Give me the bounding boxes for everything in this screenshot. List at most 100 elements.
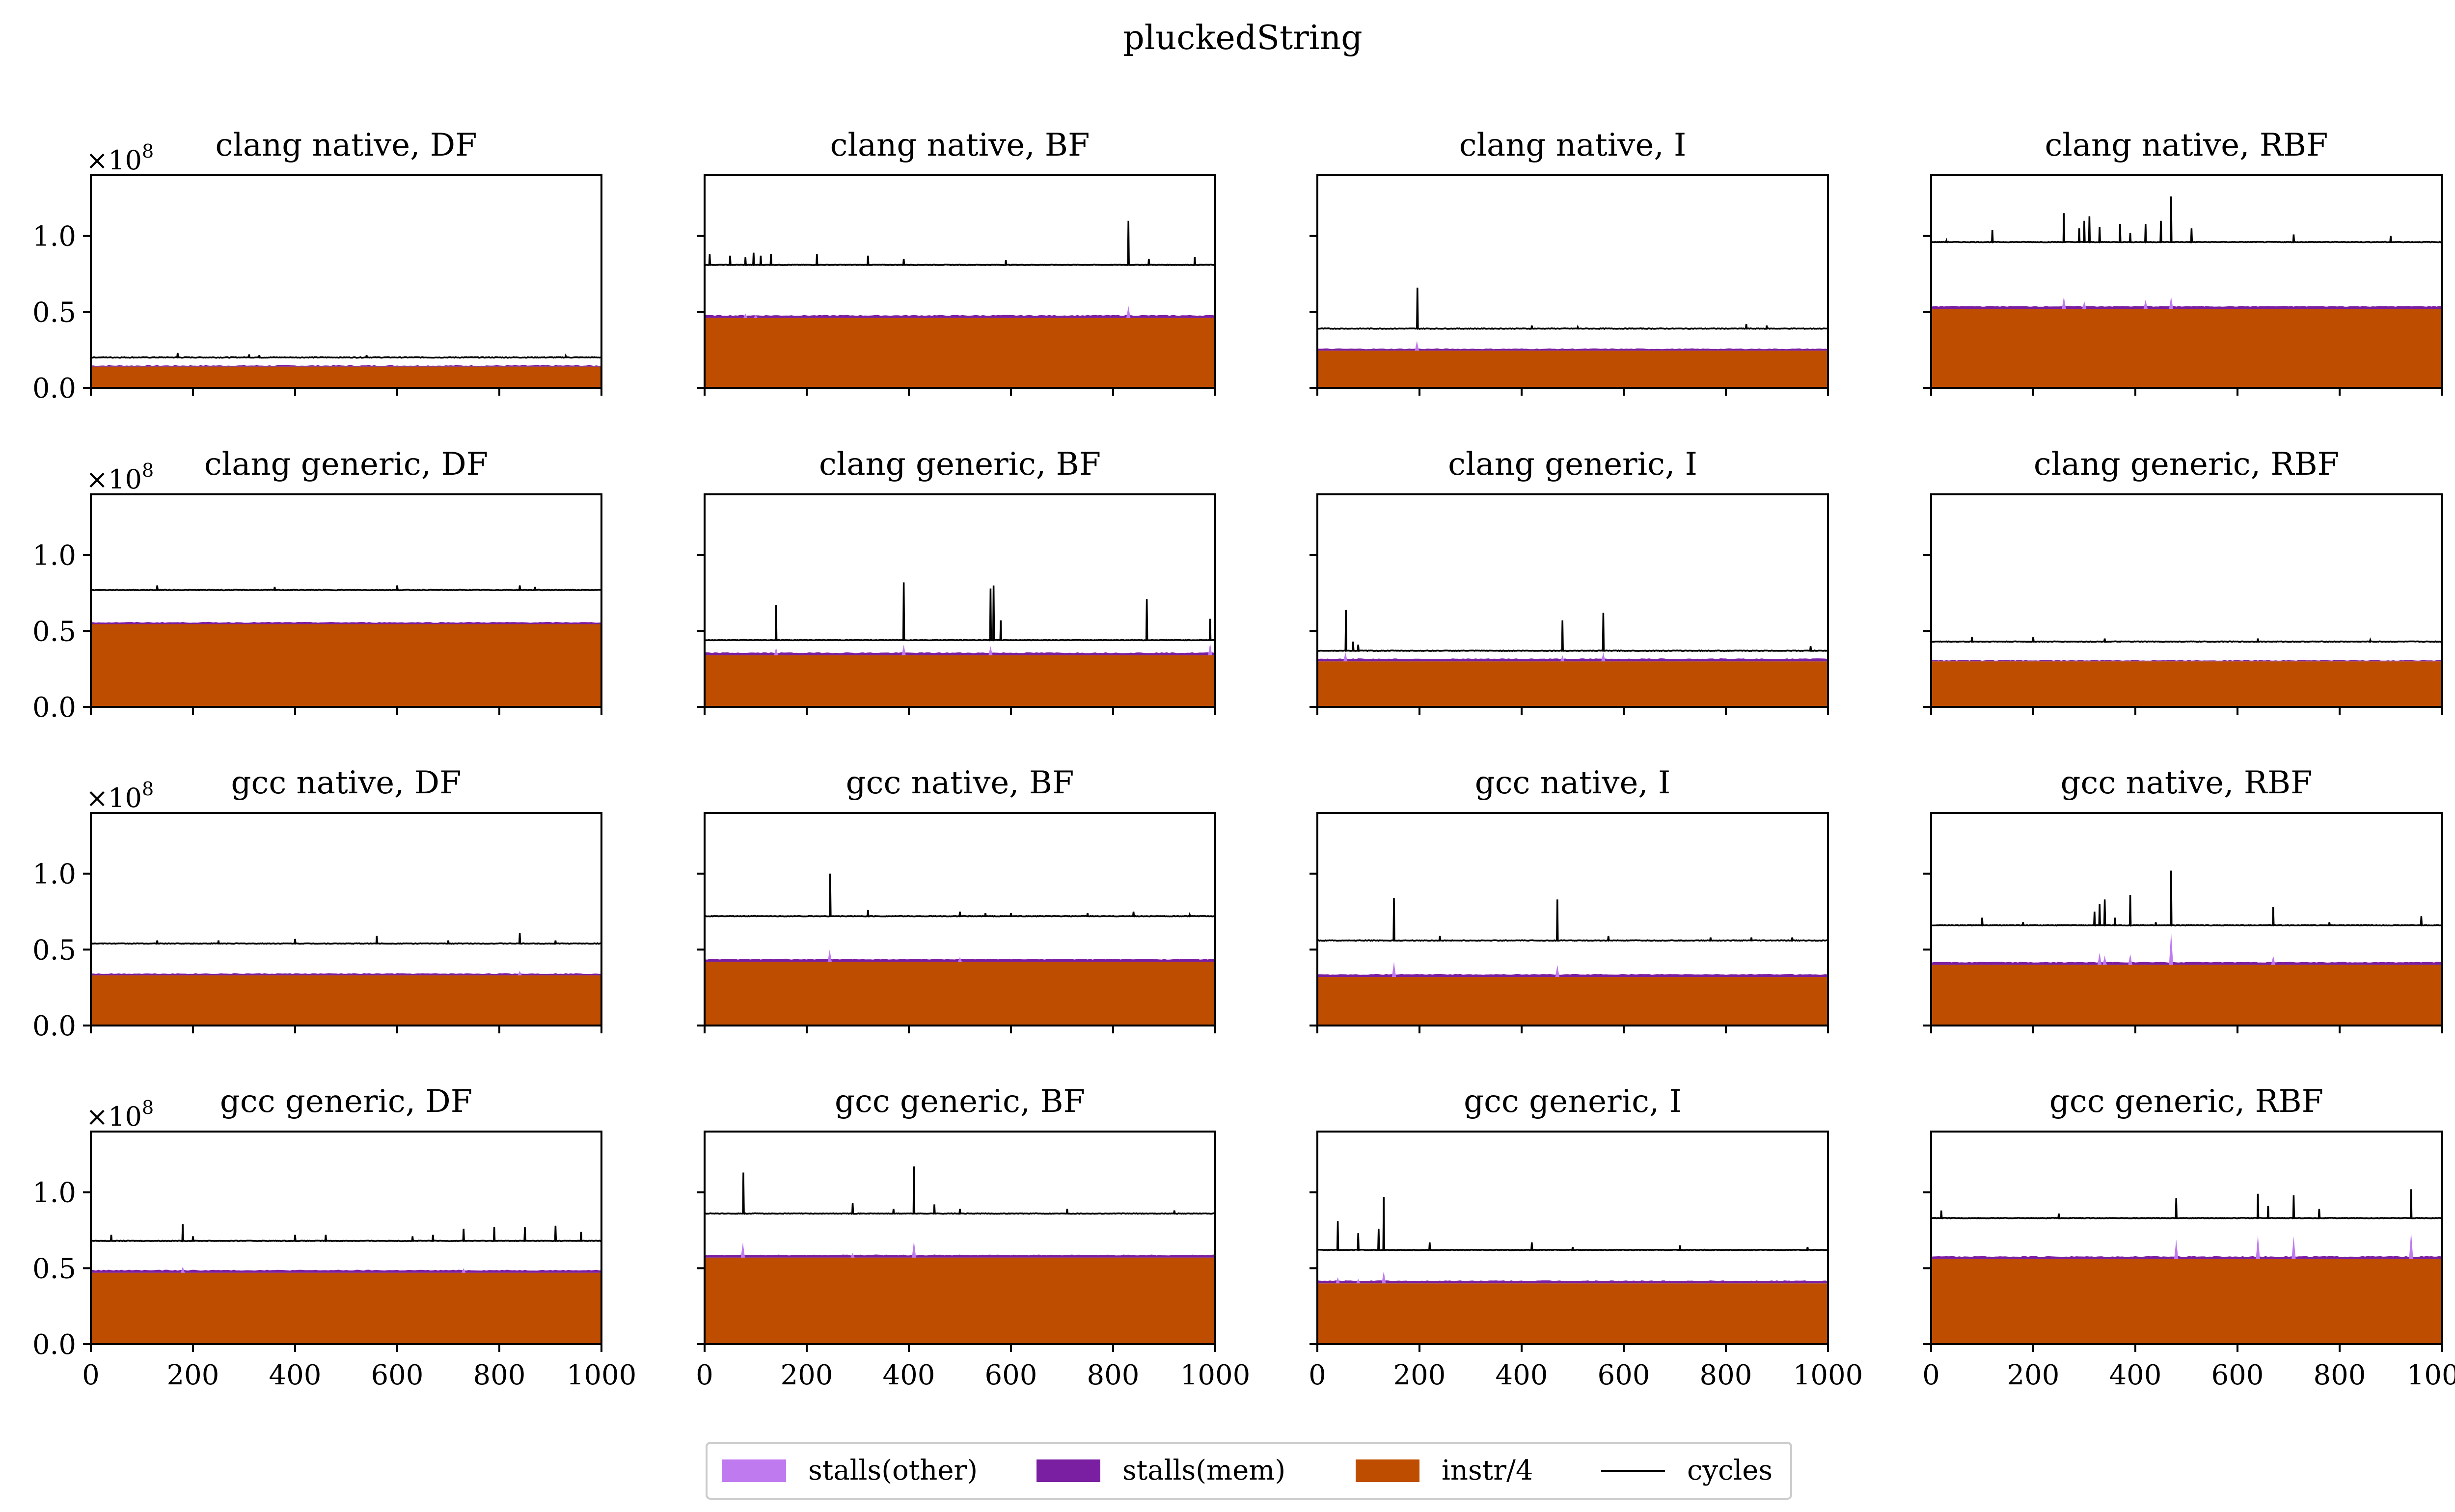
cycles-line [1931,196,2442,244]
x-tick-label: 1000 [567,1359,637,1391]
axes-frame [1930,812,2443,1026]
x-tick-label: 800 [2314,1359,2366,1391]
subplot: clang native, DF 0.0 0.5 1.0 ×108 [32,127,602,405]
subplot-title: gcc native, RBF [2061,765,2313,801]
stall-spike [1356,1279,1361,1284]
stall-spike [1415,341,1419,351]
stall-spike [2409,1232,2413,1259]
axes-frame [90,812,602,1026]
y-scale-label: ×108 [86,1097,154,1132]
stalls-mem-area [91,621,601,624]
y-scale-label: ×108 [86,140,154,176]
x-tick-label: 600 [985,1359,1037,1391]
x-tick-label: 800 [473,1359,526,1391]
stall-spike [2082,301,2087,309]
stall-spike [850,1253,855,1258]
plot-area [705,1166,1215,1344]
plot-area [91,1224,601,1344]
x-tick-label: 1000 [1793,1359,1863,1391]
y-scale-exponent: 8 [142,778,154,800]
instr-area [705,962,1215,1026]
stall-spike [2271,955,2275,965]
subplot-title: clang generic, BF [819,446,1101,483]
subplot-title: clang generic, RBF [2034,446,2339,483]
plot-area [91,585,601,707]
subplot-title: clang native, I [1459,127,1687,163]
x-tick-label: 1000 [2407,1359,2455,1391]
x-tick-label: 800 [1087,1359,1140,1391]
instr-area [1317,977,1828,1026]
x-tick-label: 600 [2211,1359,2264,1391]
subplot: clang generic, BF [697,446,1216,715]
subplot-title: gcc generic, DF [220,1083,472,1120]
stall-spike [1601,652,1606,662]
stall-spike [1208,643,1212,655]
subplot-title: gcc generic, BF [835,1083,1085,1120]
cycles-line [1317,610,1828,652]
plot-area [1317,898,1828,1026]
axes-frame [1930,493,2443,708]
y-tick-label: 0.0 [32,373,76,405]
y-tick-label: 0.5 [32,297,76,328]
y-tick-label: 0.0 [32,1329,76,1361]
y-tick-label: 1.0 [32,221,76,253]
subplot: gcc generic, BF 0 200 400 600 800 1000 [696,1083,1250,1391]
subplot-title: gcc native, I [1475,765,1671,801]
stalls-mem-area [705,652,1215,655]
axes-frame [704,174,1216,389]
stall-spike [740,1242,745,1258]
stalls-mem-area [705,1254,1215,1258]
subplot: clang native, I [1309,127,1829,396]
y-tick-label: 0.0 [32,692,76,724]
y-tick-label: 0.5 [32,616,76,648]
instr-area [705,318,1215,388]
axes-frame [1316,812,1829,1026]
stall-spike [2062,297,2066,309]
x-tick-label: 200 [167,1359,219,1391]
subplot: gcc native, DF 0.0 0.5 1.0 ×108 [32,765,602,1042]
stall-spike [181,1267,185,1273]
axes-frame [1930,174,2443,389]
instr-area [705,655,1215,707]
y-scale-exponent: 8 [142,140,154,162]
stall-spike [462,1268,466,1273]
x-tick-label: 200 [2007,1359,2060,1391]
legend-swatch-instr [1356,1459,1419,1482]
instr-area [1317,661,1828,707]
axes-frame [704,1131,1216,1345]
subplot: clang generic, I [1309,446,1829,715]
x-tick-label: 600 [1598,1359,1650,1391]
subplot: clang generic, DF 0.0 0.5 1.0 ×108 [32,446,602,724]
cycles-line [705,582,1215,642]
y-tick-label: 1.0 [32,540,76,572]
stall-spike [901,645,906,655]
cycles-line [91,585,601,592]
subplot-title: gcc native, DF [231,765,462,801]
plot-area [1931,1189,2442,1344]
stall-spike [957,957,962,962]
x-tick-label: 1000 [1180,1359,1251,1391]
x-tick-label: 400 [883,1359,935,1391]
subplot: gcc native, I [1309,765,1829,1033]
stall-spike [774,648,778,655]
axes-frame [1316,1131,1829,1345]
stall-spike [2143,299,2148,309]
subplot: gcc generic, I 0 200 400 600 800 1000 [1309,1083,1863,1391]
stall-spike [827,949,832,962]
x-tick-label: 200 [781,1359,833,1391]
cycles-line [705,873,1215,918]
stall-spike [743,313,748,318]
stall-spike [518,971,522,975]
plot-area [1931,870,2442,1026]
cycles-line [1317,898,1828,942]
cycles-line [1931,870,2442,927]
subplot: clang native, RBF [1923,127,2443,396]
axes-frame [1316,493,1829,708]
axes-frame [90,174,602,389]
stall-spike [2174,1239,2179,1259]
plot-area [705,582,1215,707]
x-tick-label: 0 [696,1359,713,1391]
figure-title: pluckedString [1123,19,1363,57]
stall-spike [1126,305,1131,318]
stall-spike [2098,952,2102,965]
